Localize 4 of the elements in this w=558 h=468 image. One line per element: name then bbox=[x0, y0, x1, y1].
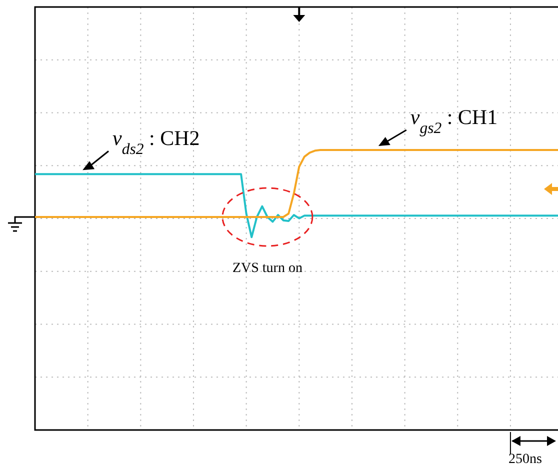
text: ZVS turn on bbox=[232, 261, 302, 276]
text: 250ns bbox=[508, 452, 542, 467]
series-label: v$_{ds2}$ : CH2 bbox=[112, 126, 200, 158]
series-label: v$_{gs2}$ : CH1 bbox=[410, 105, 498, 136]
